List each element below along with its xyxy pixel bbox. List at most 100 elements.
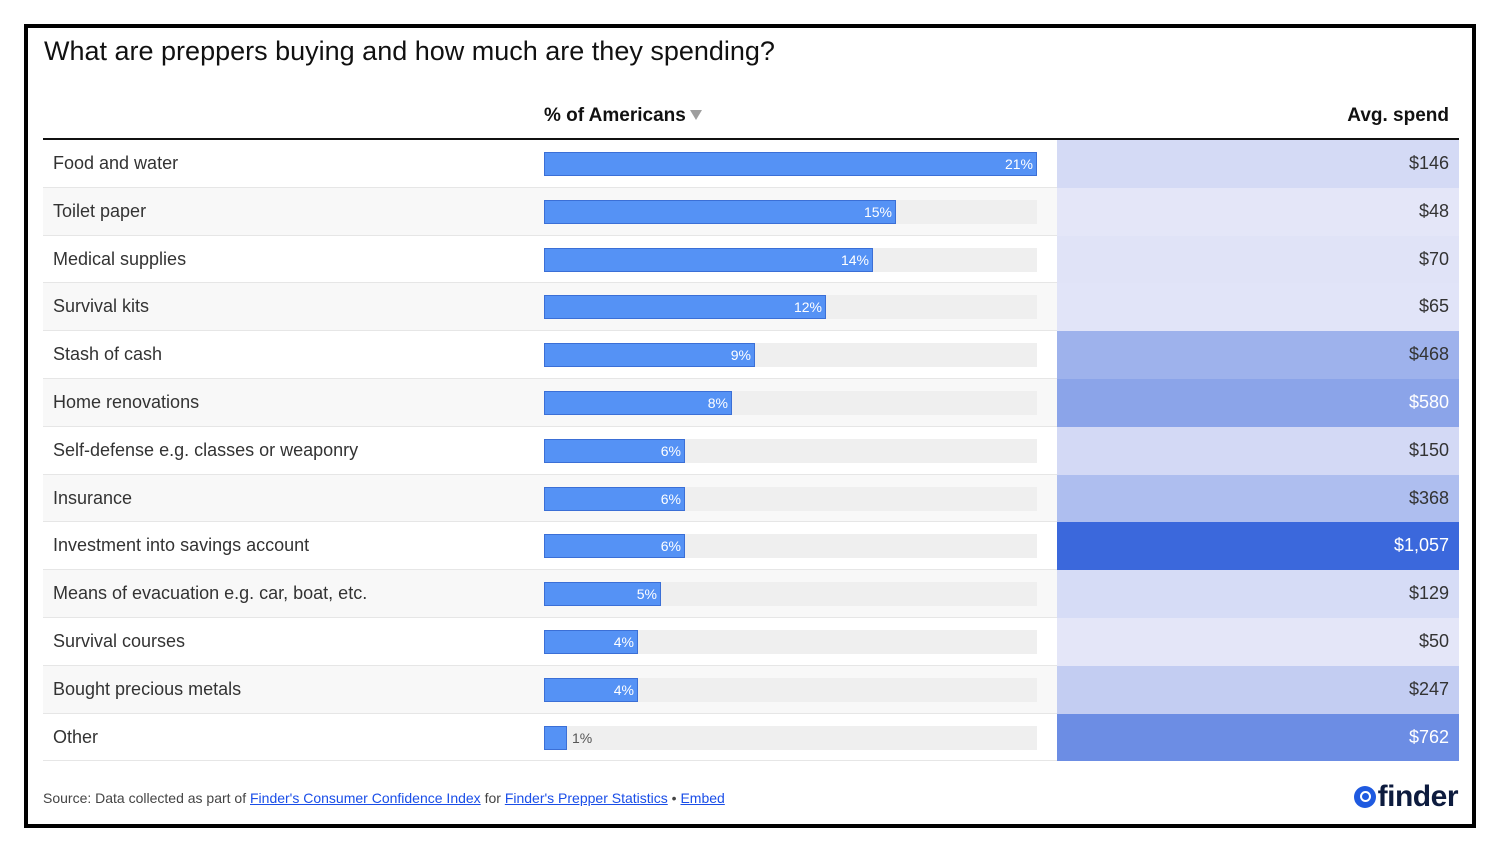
bar-track: 4% <box>544 629 1037 654</box>
table-header: % of Americans Avg. spend <box>43 98 1459 140</box>
pct-bar <box>544 438 685 463</box>
spend-value: $468 <box>1408 344 1449 365</box>
pct-bar <box>544 247 873 272</box>
pct-bar <box>544 390 732 415</box>
chart-frame: What are preppers buying and how much ar… <box>24 24 1476 828</box>
row-label: Investment into savings account <box>53 535 310 556</box>
bar-track: 12% <box>544 295 1037 320</box>
spend-value: $762 <box>1408 726 1449 747</box>
bar-track: 9% <box>544 343 1037 368</box>
source-prefix: Source: Data collected as part of <box>43 790 250 806</box>
source-footer: Source: Data collected as part of Finder… <box>43 790 725 806</box>
table-row: Food and water 21% $146 <box>43 140 1459 188</box>
source-middle: for <box>480 790 505 806</box>
row-label: Insurance <box>53 487 133 508</box>
bar-track: 6% <box>544 438 1037 463</box>
pct-bar <box>544 725 567 750</box>
pct-value-label: 6% <box>660 538 681 555</box>
logo-text: finder <box>1377 780 1459 813</box>
spend-value: $65 <box>1418 296 1449 317</box>
spend-cell: $247 <box>1057 665 1459 714</box>
bar-track: 6% <box>544 534 1037 559</box>
row-label: Food and water <box>53 153 179 173</box>
pct-value-label: 4% <box>613 681 634 698</box>
pct-value-label: 14% <box>840 251 869 268</box>
spend-column-header[interactable]: Avg. spend <box>1347 105 1449 126</box>
pct-value-label: 4% <box>613 633 634 650</box>
consumer-confidence-link[interactable]: Finder's Consumer Confidence Index <box>250 790 481 806</box>
pct-bar <box>544 152 1037 176</box>
row-label: Other <box>53 726 99 747</box>
pct-bar <box>544 343 755 368</box>
table-body: Food and water 21% $146 Toilet paper 15% $48 M… <box>43 140 1459 762</box>
finder-logo[interactable]: finder <box>1353 780 1459 814</box>
bar-track: 6% <box>544 486 1037 511</box>
bar-track: 14% <box>544 247 1037 272</box>
spend-value: $50 <box>1418 630 1449 651</box>
spend-cell: $65 <box>1057 283 1459 332</box>
table-row: Other 1% $762 <box>43 713 1459 762</box>
spend-value: $580 <box>1408 391 1449 412</box>
table-row: Stash of cash 9% $468 <box>43 331 1459 379</box>
spend-cell: $70 <box>1057 235 1459 284</box>
spend-value: $129 <box>1408 583 1449 604</box>
spend-value: $146 <box>1408 153 1449 173</box>
row-label: Means of evacuation e.g. car, boat, etc. <box>53 583 368 604</box>
bar-track: 5% <box>544 582 1037 607</box>
spend-cell: $1,057 <box>1057 522 1459 571</box>
row-label: Survival kits <box>53 296 150 317</box>
spend-cell: $150 <box>1057 426 1459 475</box>
bar-track: 15% <box>544 199 1037 224</box>
row-label: Home renovations <box>53 391 200 412</box>
pct-bar <box>544 534 685 559</box>
prepper-statistics-link[interactable]: Finder's Prepper Statistics <box>504 790 668 806</box>
spend-cell: $762 <box>1057 713 1459 762</box>
pct-bar <box>544 199 896 224</box>
spend-value: $70 <box>1418 248 1449 269</box>
bar-track: 8% <box>544 390 1037 415</box>
spend-cell: $146 <box>1057 140 1459 188</box>
bar-track: 1% <box>544 725 1037 750</box>
pct-bar <box>544 295 826 320</box>
pct-value-label: 9% <box>730 347 751 364</box>
pct-value-label: 12% <box>793 299 822 316</box>
spend-value: $48 <box>1418 200 1449 221</box>
pct-value-label: 5% <box>636 586 657 603</box>
embed-link[interactable]: Embed <box>680 790 725 806</box>
table-row: Insurance 6% $368 <box>43 474 1459 523</box>
pct-value-label: 21% <box>1004 156 1033 172</box>
table-row: Investment into savings account 6% $1,057 <box>43 522 1459 571</box>
spend-cell: $129 <box>1057 570 1459 618</box>
pct-value-label: 15% <box>863 203 892 220</box>
row-label: Self-defense e.g. classes or weaponry <box>53 439 359 460</box>
table-row: Self-defense e.g. classes or weaponry 6% $… <box>43 426 1459 475</box>
row-label: Bought precious metals <box>53 678 242 699</box>
spend-value: $1,057 <box>1393 535 1449 556</box>
chart-title: What are preppers buying and how much ar… <box>44 36 775 66</box>
pct-value-label: 1% <box>572 729 593 746</box>
pct-bar <box>544 582 661 607</box>
table-row: Home renovations 8% $580 <box>43 378 1459 427</box>
pct-value-label: 8% <box>707 394 728 411</box>
pct-value-label: 6% <box>660 442 681 459</box>
table-row: Medical supplies 14% $70 <box>43 235 1459 284</box>
pct-bar <box>544 486 685 511</box>
search-magnifier-icon <box>1353 786 1376 808</box>
table-row: Survival kits 12% $65 <box>43 283 1459 332</box>
sort-descending-icon[interactable] <box>690 110 702 120</box>
pct-bar <box>544 677 638 702</box>
row-label: Toilet paper <box>53 200 147 221</box>
pct-column-header[interactable]: % of Americans <box>544 105 686 126</box>
bar-track: 4% <box>544 677 1037 702</box>
footer-separator: • <box>667 790 681 806</box>
spend-value: $247 <box>1408 678 1449 699</box>
spend-cell: $468 <box>1057 331 1459 379</box>
spend-value: $150 <box>1408 439 1449 460</box>
bar-track: 21% <box>544 152 1037 176</box>
table-row: Toilet paper 15% $48 <box>43 187 1459 236</box>
spend-cell: $50 <box>1057 617 1459 666</box>
spend-cell: $368 <box>1057 474 1459 523</box>
table-row: Bought precious metals 4% $247 <box>43 665 1459 714</box>
pct-bar <box>544 629 638 654</box>
row-label: Survival courses <box>53 630 186 651</box>
